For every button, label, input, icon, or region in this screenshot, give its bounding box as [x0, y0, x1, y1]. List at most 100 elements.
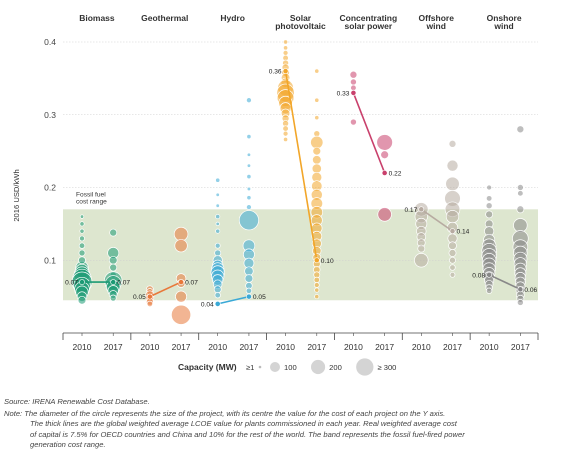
footnote-line-2: The thick lines are the global weighted … [30, 419, 457, 429]
project-bubble [448, 139, 457, 148]
x-year-label: 2010 [480, 342, 499, 352]
project-bubble [246, 174, 252, 180]
weighted-average-label: 0.17 [404, 207, 417, 214]
project-bubble [215, 214, 221, 220]
project-bubble [79, 235, 85, 242]
project-bubble [213, 285, 222, 294]
project-bubble [417, 244, 426, 253]
legend-bubble [258, 365, 262, 369]
weighted-average-label: 0.05 [133, 294, 146, 301]
x-year-label: 2017 [307, 342, 326, 352]
project-bubble [380, 150, 389, 160]
project-bubble [485, 202, 493, 210]
x-year-label: 2010 [344, 342, 363, 352]
project-bubble [214, 249, 222, 257]
x-year-label: 2017 [443, 342, 462, 352]
group-label-line-2: wind [493, 21, 513, 31]
project-bubble [108, 255, 118, 265]
project-bubble [79, 221, 85, 227]
project-bubble [350, 118, 357, 126]
weighted-average-label: 0.07 [65, 280, 78, 287]
project-bubble [282, 130, 289, 137]
project-bubble [349, 70, 358, 79]
y-tick-label: 0.1 [44, 255, 56, 265]
group-label: Geothermal [141, 13, 188, 23]
weighted-average-label: 0.10 [321, 258, 334, 265]
project-bubble [246, 163, 252, 168]
group-label: Hydro [220, 13, 245, 23]
project-bubble [77, 295, 87, 305]
weighted-average-marker [449, 228, 456, 235]
project-bubble [171, 304, 192, 325]
project-bubble [173, 226, 189, 242]
project-bubble [449, 271, 456, 278]
x-year-label: 2010 [412, 342, 431, 352]
group-label-line-2: solar power [344, 21, 392, 31]
legend-item-label: ≥1 [246, 363, 254, 372]
weighted-average-marker [313, 257, 320, 264]
project-bubble [246, 195, 252, 201]
legend-title: Capacity (MW) [178, 362, 237, 372]
weighted-average-label: 0.22 [389, 170, 402, 177]
project-bubble [246, 186, 252, 192]
x-year-label: 2010 [140, 342, 159, 352]
weighted-average-marker [214, 300, 221, 307]
project-bubble [283, 39, 289, 45]
project-bubble [449, 264, 456, 271]
weighted-average-marker [146, 293, 153, 300]
project-bubble [215, 177, 221, 183]
project-bubble [314, 68, 320, 74]
x-year-label: 2017 [239, 342, 258, 352]
project-bubble [449, 256, 456, 264]
weighted-average-label: 0.07 [117, 280, 130, 287]
project-bubble [445, 176, 460, 192]
project-bubble [448, 241, 457, 251]
x-year-label: 2017 [172, 342, 191, 352]
weighted-average-label: 0.05 [253, 294, 266, 301]
project-bubble [446, 159, 459, 172]
weighted-average-label: 0.36 [269, 69, 282, 76]
group-label-line-1: Solar [290, 13, 312, 23]
project-bubble [485, 195, 493, 202]
project-bubble [215, 203, 220, 208]
weighted-average-marker [178, 279, 184, 285]
project-bubble [448, 249, 457, 257]
project-bubble [109, 263, 118, 272]
legend-bubble [311, 359, 326, 375]
weighted-average-line [488, 274, 521, 291]
project-bubble [244, 274, 254, 283]
project-bubble [314, 97, 320, 103]
project-bubble [245, 287, 253, 294]
project-bubble [516, 125, 525, 134]
project-bubble [214, 242, 221, 249]
project-bubble [214, 292, 221, 299]
weighted-average-label: 0.14 [457, 229, 470, 236]
legend-item-label: 200 [329, 363, 342, 372]
project-bubble [485, 287, 493, 294]
project-bubble [79, 228, 85, 234]
y-tick-label: 0.4 [44, 37, 56, 47]
weighted-average-line [149, 281, 182, 298]
project-bubble [445, 210, 460, 224]
weighted-average-line [420, 208, 453, 232]
project-bubble [282, 125, 289, 132]
project-bubble [246, 134, 252, 140]
project-bubble [109, 228, 118, 237]
fossil-band-label-line-1: Fossil fuel [76, 191, 106, 198]
group-label-line-1: Offshore [419, 13, 455, 23]
footnote-line-4: generation cost range. [30, 439, 106, 449]
weighted-average-marker [381, 170, 388, 176]
x-year-label: 2017 [511, 342, 530, 352]
weighted-average-line [352, 92, 386, 174]
project-bubble [513, 218, 528, 233]
y-axis-label: 2016 USD/kWh [12, 169, 21, 221]
y-tick-label: 0.3 [44, 110, 56, 120]
legend-item-label: ≥ 300 [377, 363, 396, 372]
group-label-line-1: Onshore [487, 13, 522, 23]
weighted-average-label: 0.04 [201, 301, 214, 308]
project-bubble [314, 115, 320, 121]
project-bubble [376, 134, 393, 151]
weighted-average-marker [350, 90, 357, 96]
project-bubble [377, 207, 392, 222]
